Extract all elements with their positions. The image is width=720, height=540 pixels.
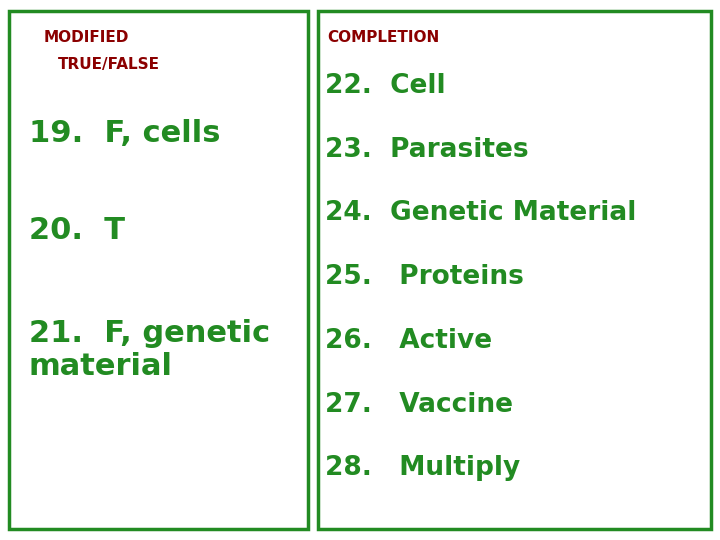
Text: 23.  Parasites: 23. Parasites: [325, 137, 529, 163]
Text: MODIFIED: MODIFIED: [43, 30, 129, 45]
Text: COMPLETION: COMPLETION: [328, 30, 440, 45]
Bar: [318, 11, 711, 529]
Text: 27.   Vaccine: 27. Vaccine: [325, 392, 513, 417]
Text: TRUE/FALSE: TRUE/FALSE: [58, 57, 160, 72]
Bar: [9, 11, 308, 529]
Text: 25.   Proteins: 25. Proteins: [325, 264, 524, 290]
Text: 21.  F, genetic
material: 21. F, genetic material: [29, 319, 270, 381]
Text: 24.  Genetic Material: 24. Genetic Material: [325, 200, 636, 226]
Text: 19.  F, cells: 19. F, cells: [29, 119, 220, 148]
Text: 26.   Active: 26. Active: [325, 328, 492, 354]
Text: 28.   Multiply: 28. Multiply: [325, 455, 521, 481]
Text: 22.  Cell: 22. Cell: [325, 73, 446, 99]
Text: 20.  T: 20. T: [29, 216, 125, 245]
